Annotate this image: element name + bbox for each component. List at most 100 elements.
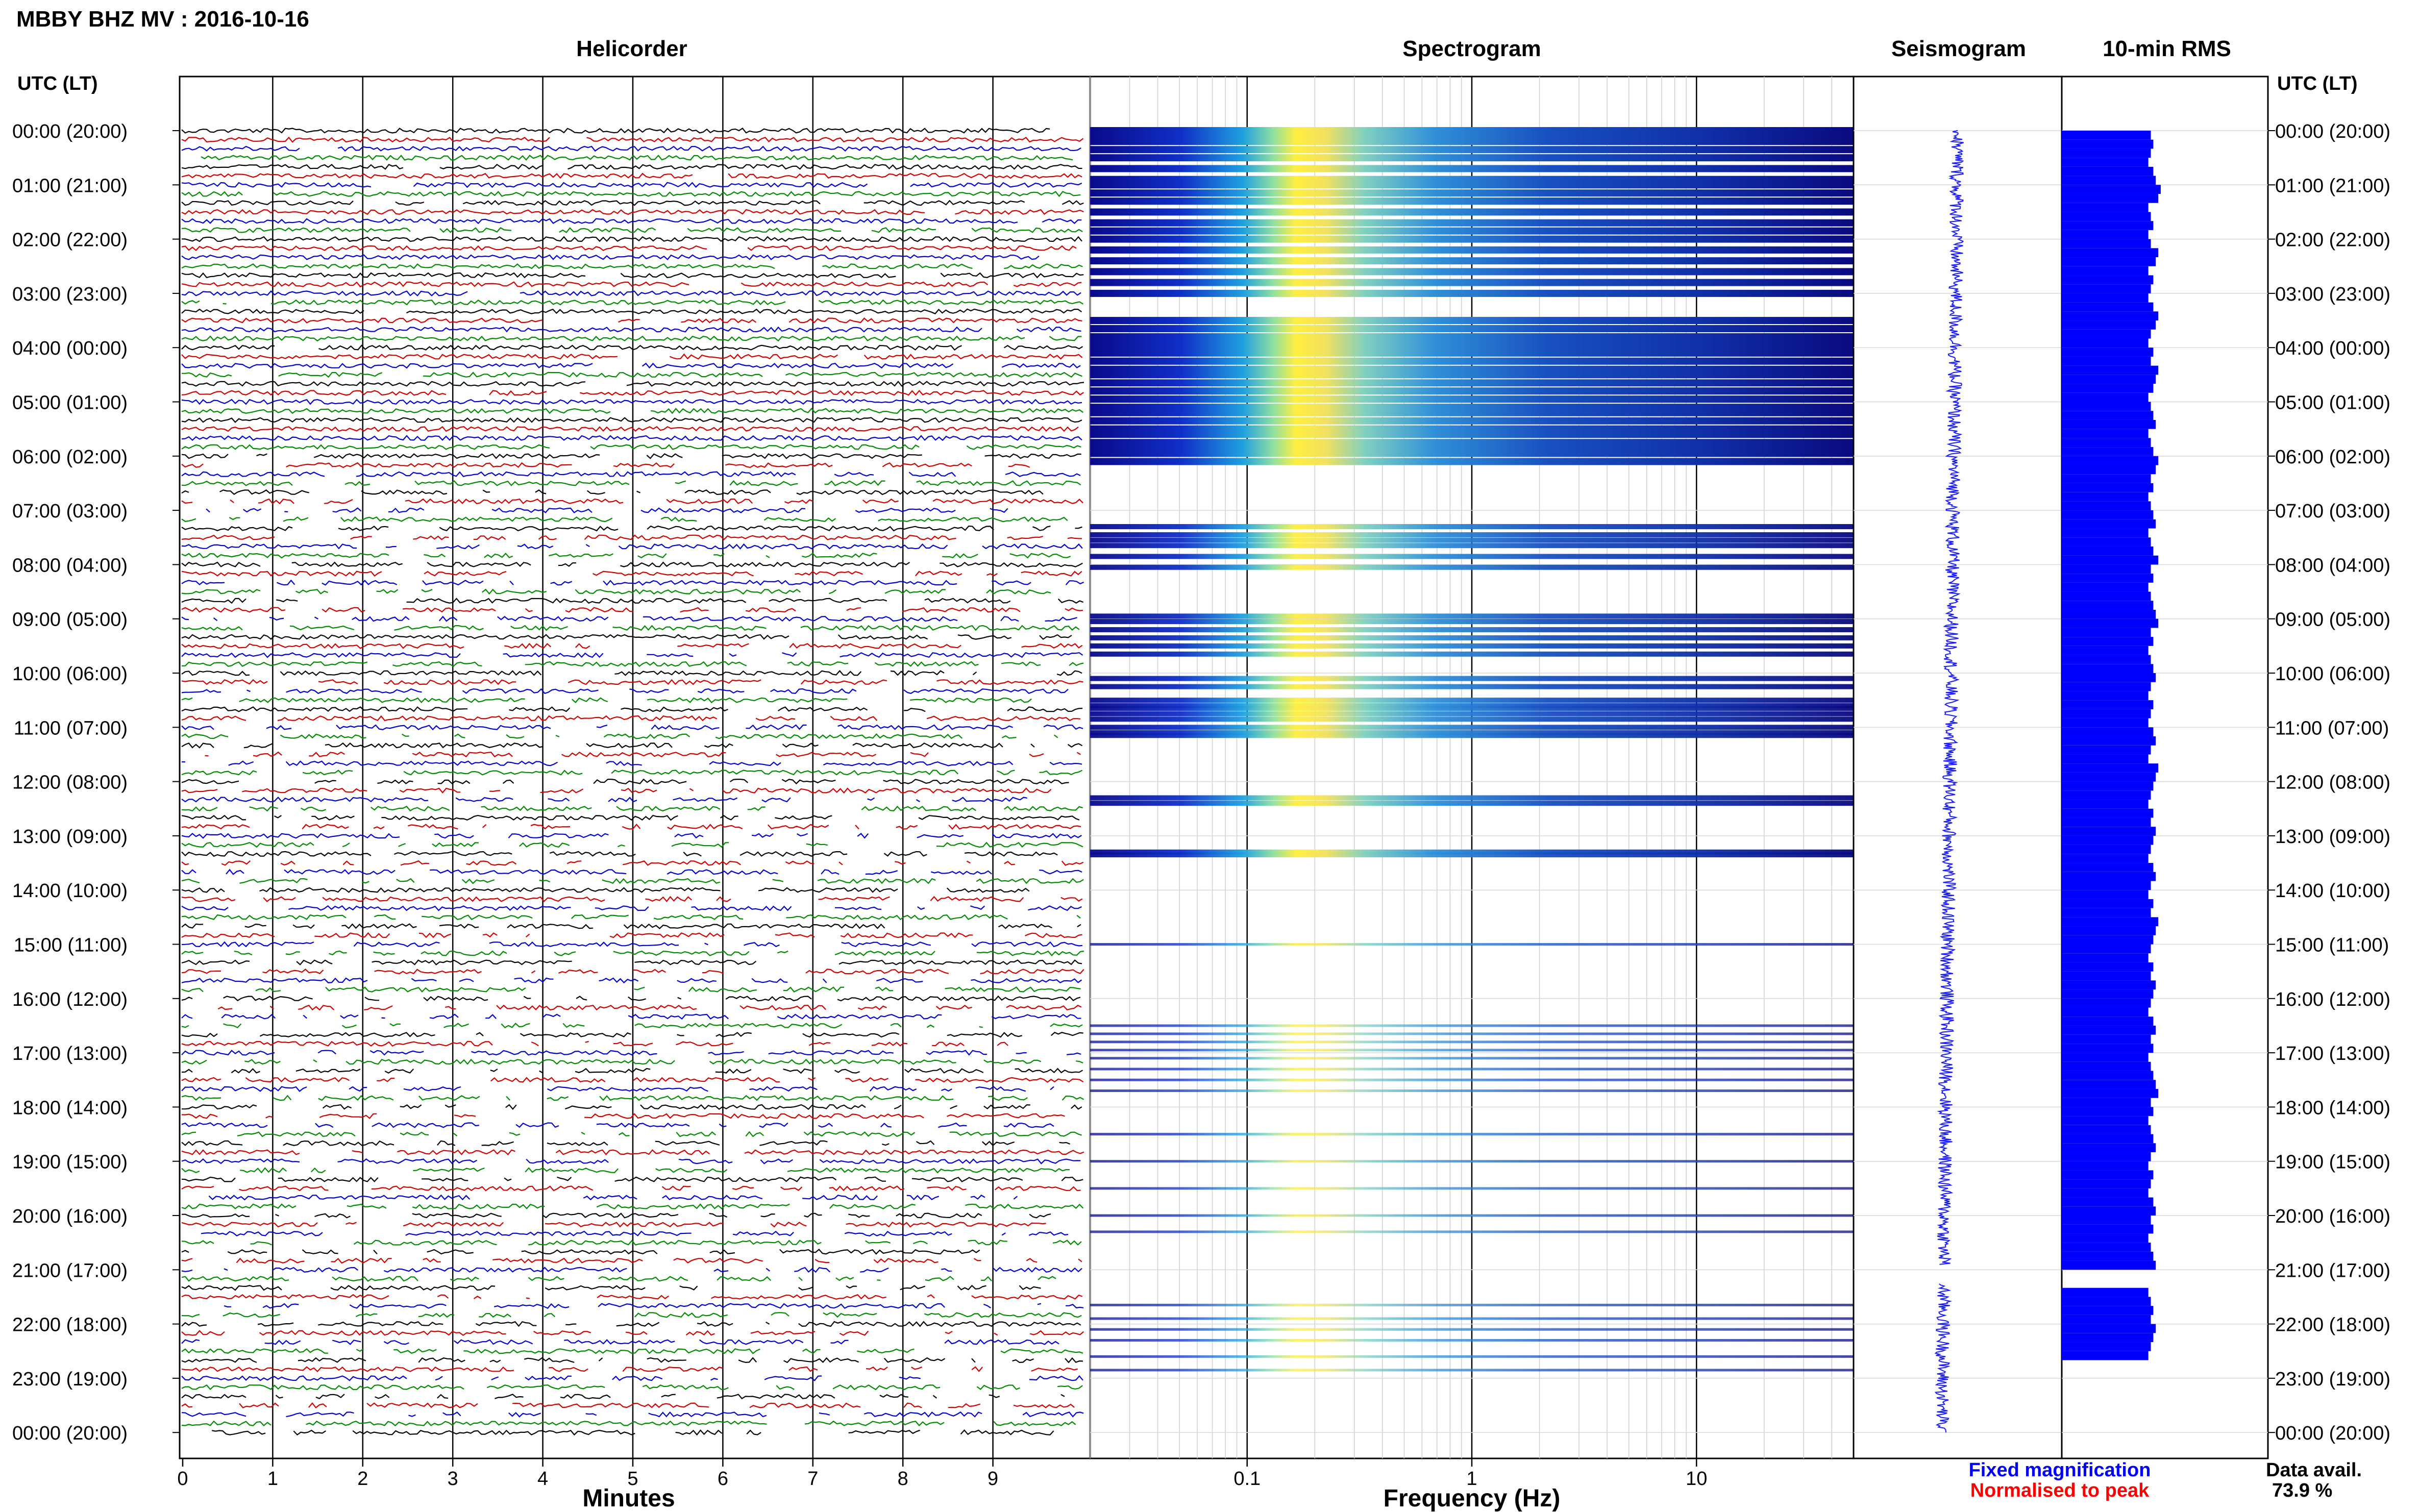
spectrogram-row xyxy=(1090,379,1854,387)
spectrogram-row xyxy=(1090,181,1854,189)
rms-bar xyxy=(2062,664,2154,673)
spectrogram-row xyxy=(1090,146,1854,154)
minutes-tick-label: 1 xyxy=(267,1468,278,1490)
spectrogram-row xyxy=(1090,127,1854,134)
rms-bar xyxy=(2062,980,2156,990)
helicorder-trace xyxy=(181,1058,1083,1065)
time-tick-label-left: 10:00 (06:00) xyxy=(12,663,128,685)
spectrogram-row xyxy=(1090,132,1854,140)
rms-bar xyxy=(2062,555,2159,565)
rms-bar xyxy=(2062,574,2154,583)
rms-bar xyxy=(2062,754,2149,764)
helicorder-trace xyxy=(181,408,1083,414)
spectrogram-row xyxy=(1090,333,1854,340)
rms-bar xyxy=(2062,971,2151,981)
minutes-tick-label: 5 xyxy=(627,1468,638,1490)
helicorder-title: Helicorder xyxy=(576,36,687,61)
rms-bar xyxy=(2062,691,2149,701)
helicorder-trace xyxy=(181,1348,1083,1354)
frequency-tick-label: 0.1 xyxy=(1233,1468,1261,1490)
time-tick-label-left: 08:00 (04:00) xyxy=(12,555,128,576)
rms-bar xyxy=(2062,131,2151,140)
rms-bar xyxy=(2062,212,2151,221)
helicorder-trace xyxy=(181,841,1083,848)
helicorder-trace xyxy=(181,706,1083,712)
rms-bar xyxy=(2062,465,2156,475)
legend-normalised-to-peak: Normalised to peak xyxy=(1970,1480,2150,1501)
spectrogram-row xyxy=(1090,1133,1854,1136)
rms-bar xyxy=(2062,1306,2154,1315)
spectrogram-row xyxy=(1090,564,1854,570)
rms-bar xyxy=(2062,194,2159,203)
spectrogram-row xyxy=(1090,852,1854,858)
rms-bar xyxy=(2062,881,2151,890)
rms-bar xyxy=(2062,1351,2149,1360)
data-avail-label: Data avail. xyxy=(2266,1459,2362,1481)
helicorder-trace xyxy=(181,914,1081,921)
helicorder-trace xyxy=(181,742,1083,749)
helicorder-trace xyxy=(181,426,1079,432)
spectrogram-row xyxy=(1090,189,1854,197)
rms-bar xyxy=(2062,582,2149,592)
rms-bar xyxy=(2062,338,2149,348)
spectrogram-row xyxy=(1090,450,1854,457)
spectrogram-row xyxy=(1090,417,1854,425)
time-tick-label-left: 00:00 (20:00) xyxy=(12,1423,128,1444)
rms-bar xyxy=(2062,185,2161,194)
spectrogram-row xyxy=(1090,643,1854,649)
rms-bar xyxy=(2062,1161,2149,1171)
rms-bar xyxy=(2062,1216,2151,1225)
rms-bar xyxy=(2062,356,2151,366)
rms-bar xyxy=(2062,1315,2151,1324)
helicorder-trace xyxy=(181,787,1052,794)
spectrogram-row xyxy=(1090,395,1854,403)
spectrogram-row xyxy=(1090,289,1854,297)
time-axis-left: 00:00 (20:00) 01:00 (21:00) 02:00 (22:00) 0… xyxy=(12,121,180,1444)
helicorder-trace xyxy=(181,1366,1078,1373)
rms-bar xyxy=(2062,1007,2149,1017)
minutes-tick-label: 7 xyxy=(807,1468,818,1490)
helicorder-trace xyxy=(181,191,1081,197)
rms-bar xyxy=(2062,854,2149,863)
rms-bar xyxy=(2062,709,2151,718)
time-tick-label-left: 07:00 (03:00) xyxy=(12,501,128,522)
rms-bar xyxy=(2062,845,2151,854)
rms-bar xyxy=(2062,166,2154,176)
station-title: MBBY BHZ MV : 2016-10-16 xyxy=(16,7,309,32)
rms-bar xyxy=(2062,230,2149,239)
rms-bar xyxy=(2062,221,2154,230)
spectrogram-row xyxy=(1090,349,1854,357)
helicorder-trace xyxy=(181,435,1082,441)
helicorder-trace xyxy=(181,417,1082,423)
helicorder-trace xyxy=(181,1113,1065,1120)
helicorder-trace xyxy=(181,1212,1051,1219)
time-tick-label-right: 02:00 (22:00) xyxy=(2275,230,2390,251)
rms-bar xyxy=(2062,302,2154,312)
spectrogram-title: Spectrogram xyxy=(1402,36,1541,61)
helicorder-trace xyxy=(181,1420,1076,1427)
time-tick-label-right: 18:00 (14:00) xyxy=(2275,1097,2390,1119)
helicorder-trace xyxy=(181,950,1084,957)
rms-bar xyxy=(2062,601,2154,610)
minutes-tick-label: 9 xyxy=(988,1468,998,1490)
helicorder-trace xyxy=(181,571,1082,577)
helicorder-trace xyxy=(201,1230,1069,1237)
helicorder-trace xyxy=(181,598,1084,604)
spectrogram-row xyxy=(1090,1317,1854,1320)
time-tick-label-right: 01:00 (21:00) xyxy=(2275,175,2390,196)
spectrogram-row xyxy=(1090,317,1854,325)
rms-bar xyxy=(2062,1061,2151,1071)
rms-bar xyxy=(2062,239,2151,249)
helicorder-trace xyxy=(181,254,1040,261)
minutes-tick-label: 0 xyxy=(177,1468,188,1490)
spectrogram-row xyxy=(1090,404,1854,411)
time-tick-label-right: 16:00 (12:00) xyxy=(2275,989,2390,1010)
spectrogram-row xyxy=(1090,684,1854,689)
rms-bar xyxy=(2062,564,2151,574)
rms-bar xyxy=(2062,176,2156,185)
helicorder-trace xyxy=(181,1375,1083,1381)
rms-bar xyxy=(2062,890,2149,899)
time-tick-label-right: 15:00 (11:00) xyxy=(2275,935,2389,956)
spectrogram-row xyxy=(1090,208,1854,216)
rms-bar xyxy=(2062,402,2151,411)
